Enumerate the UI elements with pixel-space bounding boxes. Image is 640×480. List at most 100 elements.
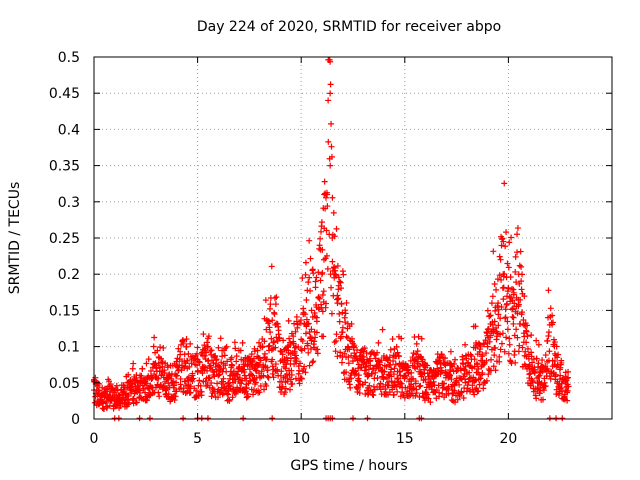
- data-point: [362, 391, 369, 398]
- data-point: [338, 333, 345, 340]
- data-point: [308, 335, 315, 342]
- data-point: [314, 350, 321, 357]
- data-point: [257, 357, 264, 364]
- data-point: [254, 347, 261, 354]
- data-point: [272, 301, 279, 308]
- data-point: [330, 209, 337, 216]
- data-point: [540, 387, 547, 394]
- data-point: [515, 348, 522, 355]
- x-tick-label: 20: [499, 431, 517, 447]
- data-point: [394, 349, 401, 356]
- data-point: [500, 296, 507, 303]
- data-point: [517, 248, 524, 255]
- data-point: [106, 402, 113, 409]
- data-point: [201, 352, 208, 359]
- data-point: [348, 320, 355, 327]
- data-point: [476, 381, 483, 388]
- data-point: [327, 81, 334, 88]
- data-point: [343, 333, 350, 340]
- data-point: [523, 339, 530, 346]
- data-point: [398, 335, 405, 342]
- data-point: [287, 355, 294, 362]
- data-point: [380, 376, 387, 383]
- data-point: [457, 375, 464, 382]
- data-point: [565, 368, 572, 375]
- data-point: [333, 225, 340, 232]
- data-point: [224, 358, 231, 365]
- data-point: [187, 340, 194, 347]
- data-point: [492, 367, 499, 374]
- data-point: [540, 396, 547, 403]
- data-point: [204, 415, 211, 422]
- data-point: [518, 263, 525, 270]
- data-point: [447, 372, 454, 379]
- data-point: [503, 229, 510, 236]
- data-point: [511, 300, 518, 307]
- data-point: [509, 297, 516, 304]
- data-point: [338, 300, 345, 307]
- y-tick-label: 0.2: [58, 267, 80, 283]
- data-point: [509, 313, 516, 320]
- data-point: [250, 391, 257, 398]
- y-axis-label: SRMTID / TECUs: [7, 182, 23, 295]
- data-point: [349, 357, 356, 364]
- data-point: [477, 375, 484, 382]
- data-point: [266, 324, 273, 331]
- data-point: [147, 368, 154, 375]
- data-point: [387, 361, 394, 368]
- data-point: [485, 371, 492, 378]
- data-point: [173, 379, 180, 386]
- data-point: [251, 348, 258, 355]
- data-point: [515, 301, 522, 308]
- data-point: [172, 393, 179, 400]
- data-point: [384, 375, 391, 382]
- data-point: [240, 415, 247, 422]
- data-point: [203, 349, 210, 356]
- data-point: [284, 344, 291, 351]
- y-tick-label: 0.5: [58, 50, 80, 66]
- data-point: [256, 339, 263, 346]
- data-point: [514, 231, 521, 238]
- data-point: [402, 372, 409, 379]
- data-point: [350, 415, 356, 422]
- data-point: [323, 227, 330, 234]
- data-point: [490, 248, 497, 255]
- data-point: [265, 374, 272, 381]
- data-point: [521, 293, 528, 300]
- data-point: [544, 337, 551, 344]
- data-point: [512, 253, 519, 260]
- data-point: [196, 377, 203, 384]
- data-point: [219, 391, 226, 398]
- data-point: [298, 375, 305, 382]
- data-point: [282, 385, 289, 392]
- data-point: [214, 362, 221, 369]
- data-point: [463, 355, 470, 362]
- data-point: [266, 318, 273, 325]
- data-point: [472, 323, 479, 330]
- data-point: [361, 367, 368, 374]
- data-point: [328, 153, 335, 160]
- data-point: [490, 363, 497, 370]
- data-point: [150, 343, 157, 350]
- data-point: [155, 375, 162, 382]
- data-point: [389, 336, 396, 343]
- data-point: [213, 356, 220, 363]
- data-point: [441, 355, 448, 362]
- data-point: [374, 374, 381, 381]
- data-point: [497, 331, 504, 338]
- data-point: [328, 284, 335, 291]
- data-point: [519, 309, 526, 316]
- data-point: [509, 306, 516, 313]
- data-point: [491, 352, 498, 359]
- data-point: [438, 351, 445, 358]
- data-point: [504, 260, 511, 267]
- data-point: [496, 272, 503, 279]
- data-point: [311, 338, 318, 345]
- data-point: [373, 362, 380, 369]
- data-point: [558, 359, 565, 366]
- data-point: [366, 382, 373, 389]
- data-point: [355, 361, 362, 368]
- data-point: [388, 366, 395, 373]
- data-point: [493, 286, 500, 293]
- data-point: [485, 325, 492, 332]
